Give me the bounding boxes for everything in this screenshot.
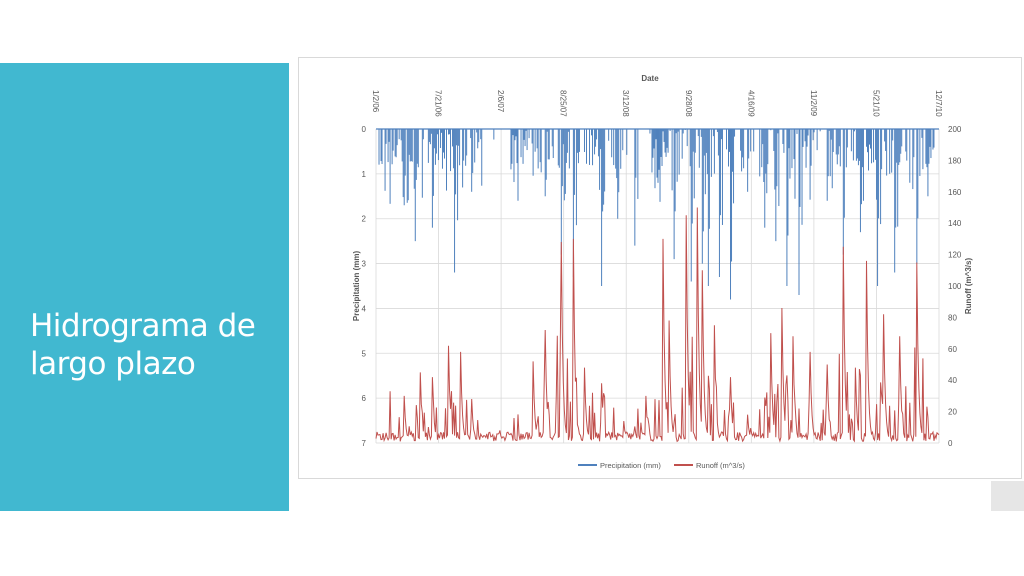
right-tick-label: 180 [948, 156, 962, 165]
chart-frame: 0 1 2 3 4 5 6 7 200 180 160 140 120 100 80 60 40 20 0 1/2/0… [298, 57, 1022, 479]
left-tick-label: 7 [362, 439, 367, 448]
runoff-series [375, 207, 940, 443]
legend-label-precipitation: Precipitation (mm) [600, 461, 661, 470]
legend: Precipitation (mm) Runoff (m^3/s) [578, 461, 745, 470]
x-tick-label: 11/2/09 [809, 90, 818, 117]
right-axis-title: Runoff (m^3/s) [964, 258, 973, 315]
x-tick-label: 9/28/08 [684, 90, 693, 117]
hydrograph-chart: 012345672001801601401201008060402001/2/0… [352, 74, 973, 470]
x-tick-label: 1/2/06 [371, 90, 380, 113]
legend-label-runoff: Runoff (m^3/s) [696, 461, 745, 470]
axes: 012345672001801601401201008060402001/2/0… [362, 90, 962, 448]
right-tick-label: 120 [948, 251, 962, 260]
x-tick-label: 7/21/06 [434, 90, 443, 117]
x-tick-label: 2/6/07 [496, 90, 505, 113]
x-tick-label: 5/21/10 [871, 90, 880, 117]
x-tick-label: 8/25/07 [559, 90, 568, 117]
x-tick-label: 3/12/08 [621, 90, 630, 117]
left-tick-label: 5 [362, 349, 367, 358]
left-tick-label: 3 [362, 260, 367, 269]
left-tick-label: 0 [362, 125, 367, 134]
runoff-line [375, 207, 940, 443]
right-tick-label: 0 [948, 439, 953, 448]
left-tick-label: 2 [362, 215, 367, 224]
right-tick-label: 200 [948, 125, 962, 134]
left-axis-title: Precipitation (mm) [352, 251, 361, 322]
right-tick-label: 140 [948, 219, 962, 228]
left-tick-label: 4 [362, 304, 367, 313]
right-tick-label: 160 [948, 188, 962, 197]
x-tick-label: 12/7/10 [934, 90, 943, 117]
right-tick-label: 100 [948, 282, 962, 291]
right-tick-label: 80 [948, 313, 957, 322]
right-tick-label: 20 [948, 408, 957, 417]
precipitation-series [378, 129, 935, 300]
slide-corner-block [991, 481, 1024, 511]
left-tick-label: 1 [362, 170, 367, 179]
x-tick-label: 4/16/09 [746, 90, 755, 117]
left-tick-label: 6 [362, 394, 367, 403]
right-tick-label: 60 [948, 345, 957, 354]
title-panel: Hidrograma de largo plazo [0, 63, 289, 511]
slide-title: Hidrograma de largo plazo [30, 308, 256, 382]
right-tick-label: 40 [948, 376, 957, 385]
x-axis-title: Date [641, 74, 659, 83]
